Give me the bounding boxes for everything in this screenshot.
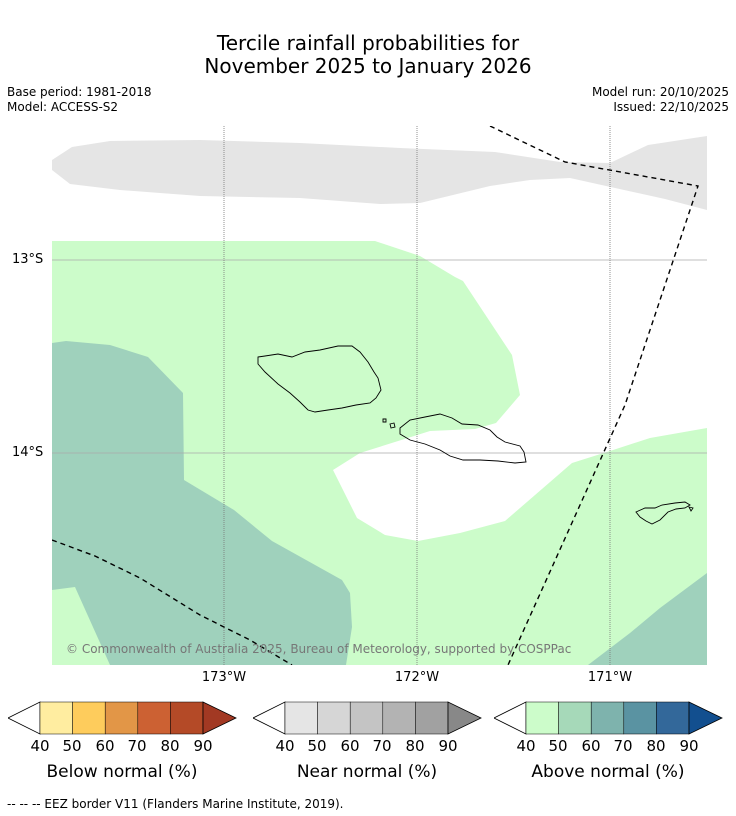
colorbar-low-extension <box>493 701 527 735</box>
tick-label: 60 <box>340 737 360 755</box>
tick-label: 70 <box>127 737 147 755</box>
map-panel <box>52 126 707 665</box>
colorbar-swatch <box>317 701 351 735</box>
tick-label: 70 <box>613 737 633 755</box>
colorbar-swatch <box>656 701 690 735</box>
lon-label-171w: 171°W <box>587 670 633 685</box>
region-near-normal-40-50 <box>52 136 707 210</box>
tick-label: 50 <box>62 737 82 755</box>
lat-label-14s: 14°S <box>12 445 44 460</box>
region-above-normal-50-60-west <box>52 341 352 665</box>
title-line-1: Tercile rainfall probabilities for <box>216 31 520 55</box>
lon-label-173w: 173°W <box>201 670 247 685</box>
colorbar-low-extension <box>252 701 286 735</box>
colorbar-low-extension <box>7 701 41 735</box>
colorbar-below-normal: 40 50 60 70 80 90 <box>7 701 238 755</box>
island-savaii <box>257 345 382 413</box>
eez-footnote: -- -- -- EEZ border V11 (Flanders Marine… <box>7 797 344 811</box>
colorbar-high-extension <box>202 701 237 735</box>
colorbar-below-swatches <box>7 701 237 735</box>
colorbar-near-swatches <box>252 701 482 735</box>
colorbar-swatch <box>590 701 625 735</box>
colorbar-near-title: Near normal (%) <box>296 762 438 782</box>
tick-label: 40 <box>275 737 295 755</box>
colorbar-swatch <box>170 701 204 735</box>
meta-right: Model run: 20/10/2025 Issued: 22/10/2025 <box>592 85 729 115</box>
island-upolu <box>399 413 527 464</box>
tick-label: 80 <box>160 737 180 755</box>
colorbar-swatch <box>284 701 318 735</box>
colorbar-above-swatches <box>493 701 723 735</box>
island-manono <box>382 418 396 429</box>
lon-label-172w: 172°W <box>394 670 440 685</box>
model-run: Model run: 20/10/2025 <box>591 85 729 99</box>
region-above-normal-50-60-southeast <box>588 573 707 665</box>
colorbar-swatch <box>137 701 171 735</box>
tick-label: 90 <box>193 737 213 755</box>
issued-date: Issued: 22/10/2025 <box>613 100 729 114</box>
colorbar-swatch <box>104 701 139 735</box>
eez-border-east <box>489 126 699 665</box>
chart-title: Tercile rainfall probabilities for Novem… <box>0 32 736 78</box>
tick-label: 60 <box>581 737 601 755</box>
tick-label: 90 <box>438 737 458 755</box>
colorbar-swatch <box>415 701 449 735</box>
eez-border-southwest <box>52 539 293 665</box>
colorbar-swatch <box>39 701 73 735</box>
tick-label: 50 <box>307 737 327 755</box>
colorbar-swatch <box>623 701 657 735</box>
base-period: Base period: 1981-2018 <box>7 85 152 99</box>
colorbar-high-extension <box>447 701 482 735</box>
title-line-2: November 2025 to January 2026 <box>204 54 532 78</box>
tick-label: 90 <box>679 737 699 755</box>
colorbar-swatch <box>558 701 592 735</box>
tick-label: 60 <box>95 737 115 755</box>
colorbar-swatch <box>349 701 384 735</box>
tick-label: 40 <box>30 737 50 755</box>
colorbar-above-normal: 40 50 60 70 80 90 <box>493 701 724 755</box>
colorbar-swatch <box>382 701 416 735</box>
colorbar-near-normal: 40 50 60 70 80 90 <box>252 701 483 755</box>
tick-label: 80 <box>646 737 666 755</box>
tick-label: 40 <box>516 737 536 755</box>
copyright-notice: © Commonwealth of Australia 2025, Bureau… <box>66 642 572 656</box>
meta-left: Base period: 1981-2018 Model: ACCESS-S2 <box>7 85 152 115</box>
island-tutuila <box>635 501 694 525</box>
colorbar-below-title: Below normal (%) <box>46 762 198 782</box>
tick-label: 80 <box>405 737 425 755</box>
colorbar-swatch <box>525 701 559 735</box>
model-name: Model: ACCESS-S2 <box>7 100 119 114</box>
colorbar-swatch <box>72 701 106 735</box>
colorbar-high-extension <box>688 701 723 735</box>
lat-label-13s: 13°S <box>12 252 44 267</box>
tick-label: 70 <box>372 737 392 755</box>
colorbar-above-title: Above normal (%) <box>531 762 685 782</box>
tick-label: 50 <box>548 737 568 755</box>
